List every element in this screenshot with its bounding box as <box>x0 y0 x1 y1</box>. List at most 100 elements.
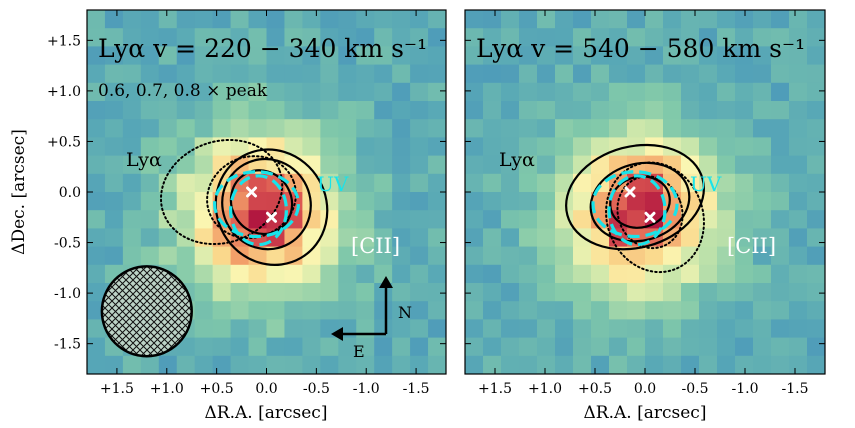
heatmap-cell <box>248 10 268 29</box>
heatmap-cell <box>320 173 339 193</box>
heatmap-cell <box>771 210 790 229</box>
heatmap-cell <box>591 246 610 266</box>
heatmap-cell <box>699 355 718 374</box>
heatmap-cell <box>681 283 700 302</box>
heatmap-cell <box>320 137 339 157</box>
lya-label-left: Lyα <box>126 149 162 171</box>
heatmap-cell <box>717 319 736 339</box>
heatmap-cell <box>573 283 592 302</box>
heatmap-cell <box>627 46 646 66</box>
heatmap-cell <box>573 246 592 266</box>
heatmap-cell <box>789 319 808 339</box>
heatmap-cell <box>519 192 538 211</box>
heatmap-cell <box>194 301 214 320</box>
heatmap-cell <box>87 355 106 374</box>
heatmap-cell <box>140 137 160 157</box>
heatmap-cell <box>663 192 682 211</box>
heatmap-cell <box>465 210 484 229</box>
heatmap-cell <box>230 301 250 320</box>
heatmap-cell <box>87 246 106 266</box>
heatmap-cell <box>158 246 178 266</box>
heatmap-cell <box>627 192 646 211</box>
heatmap-cell <box>519 337 538 357</box>
heatmap-cell <box>483 210 502 229</box>
heatmap-cell <box>176 210 196 229</box>
heatmap-cell <box>410 119 429 138</box>
heatmap-cell <box>374 228 393 248</box>
heatmap-cell <box>122 173 142 193</box>
heatmap-cell <box>609 155 628 175</box>
heatmap-cell <box>176 192 196 211</box>
heatmap-cell <box>87 119 106 138</box>
heatmap-cell <box>374 46 393 66</box>
heatmap-cell <box>735 64 754 84</box>
heatmap-cell <box>645 46 664 66</box>
heatmap-cell <box>573 137 592 157</box>
heatmap-cell <box>158 119 178 138</box>
heatmap-cell <box>717 355 736 374</box>
cii-label-left: [CII] <box>351 234 400 258</box>
heatmap-cell <box>338 101 357 120</box>
heatmap-cell <box>645 82 664 102</box>
heatmap-cell <box>753 246 772 266</box>
heatmap-cell <box>284 283 303 302</box>
heatmap-cell <box>501 46 520 66</box>
heatmap-cell <box>194 210 214 229</box>
heatmap-cell <box>609 319 628 339</box>
heatmap-cell <box>465 28 484 47</box>
heatmap-cell <box>302 119 321 138</box>
heatmap-cell <box>338 192 357 211</box>
heatmap-cell <box>771 10 790 29</box>
heatmap-cell <box>392 46 411 66</box>
heatmap-cell <box>212 355 232 374</box>
heatmap-cell <box>212 46 232 66</box>
heatmap-cell <box>87 137 106 157</box>
heatmap-cell <box>591 137 610 157</box>
heatmap-cell <box>663 82 682 102</box>
heatmap-cell <box>122 28 142 47</box>
heatmap-cell <box>248 355 268 374</box>
heatmap-cell <box>645 283 664 302</box>
lya-label-right: Lyα <box>499 149 535 171</box>
heatmap-cell <box>609 119 628 138</box>
heatmap-cell <box>555 46 574 66</box>
heatmap-cell <box>681 82 700 102</box>
heatmap-cell <box>699 28 718 47</box>
heatmap-cell <box>537 228 556 248</box>
heatmap-cell <box>320 355 339 374</box>
heatmap-cell <box>681 192 700 211</box>
heatmap-cell <box>807 82 825 102</box>
heatmap-cell <box>428 228 446 248</box>
heatmap-cell <box>519 155 538 175</box>
heatmap-cell <box>537 210 556 229</box>
heatmap-cell <box>194 337 214 357</box>
heatmap-cell <box>266 192 286 211</box>
heatmap-cell <box>717 28 736 47</box>
heatmap-cell <box>807 119 825 138</box>
heatmap-cell <box>140 82 160 102</box>
heatmap-cell <box>356 46 375 66</box>
heatmap-cell <box>465 355 484 374</box>
heatmap-cell <box>627 283 646 302</box>
heatmap-cell <box>501 301 520 320</box>
heatmap-cell <box>176 228 196 248</box>
heatmap-cell <box>609 64 628 84</box>
heatmap-cell <box>519 355 538 374</box>
heatmap-cell <box>392 337 411 357</box>
heatmap-cell <box>230 119 250 138</box>
heatmap-cell <box>519 228 538 248</box>
heatmap-cell <box>356 246 375 266</box>
heatmap-cell <box>591 283 610 302</box>
heatmap-cell <box>374 119 393 138</box>
heatmap-cell <box>428 82 446 102</box>
heatmap-cell <box>573 355 592 374</box>
heatmap-cell <box>483 119 502 138</box>
heatmap-cell <box>140 119 160 138</box>
heatmap-cell <box>176 246 196 266</box>
heatmap-cell <box>320 101 339 120</box>
heatmap-cell <box>194 155 214 175</box>
heatmap-cell <box>681 228 700 248</box>
heatmap-cell <box>663 173 682 193</box>
heatmap-cell <box>104 119 124 138</box>
heatmap-cell <box>789 337 808 357</box>
